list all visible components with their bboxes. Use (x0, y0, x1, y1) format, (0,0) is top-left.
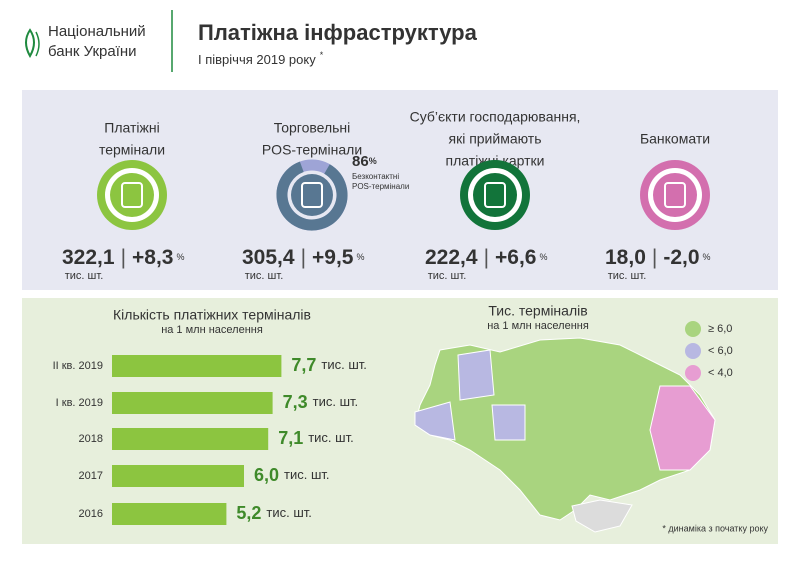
page-subtitle: І півріччя 2019 року * (198, 50, 324, 67)
kpi-value-line: 18,0 | -2,0% (605, 246, 711, 269)
category-label: І кв. 2019 (56, 397, 103, 409)
kpi-change-unit: % (357, 252, 365, 262)
bar-value-line: 5,2 тис. шт. (236, 503, 312, 523)
chart-title: Кількість платіжних терміналів (113, 307, 311, 323)
legend-label: ≥ 6,0 (708, 323, 732, 335)
kpi-separator: | (652, 246, 657, 269)
bar (112, 428, 269, 450)
footnote: * динаміка з початку року (662, 523, 768, 533)
map-region (491, 404, 526, 441)
bar-unit: тис. шт. (284, 467, 330, 482)
share-value: 86% (352, 153, 377, 170)
kpi-unit: тис. шт. (65, 270, 104, 282)
kpi-label: термінали (99, 142, 165, 158)
logo-emblem (25, 28, 40, 59)
kpi-change: +8,3 (132, 246, 173, 269)
icon-glyph (484, 182, 506, 208)
kpi-label: POS-термінали (262, 142, 362, 158)
map-region (414, 401, 456, 441)
kpi-unit: тис. шт. (428, 270, 467, 282)
legend-swatch (685, 365, 701, 381)
kpi-separator: | (484, 246, 489, 269)
legend-label: < 4,0 (708, 367, 733, 379)
category-label: ІІ кв. 2019 (53, 360, 103, 372)
icon-core (110, 173, 154, 217)
icon-core (473, 173, 517, 217)
bar (112, 392, 273, 414)
bar-unit: тис. шт. (308, 430, 354, 445)
kpi-change-unit: % (540, 252, 548, 262)
bar-unit: тис. шт. (266, 505, 312, 520)
subtitle-mark: * (320, 50, 324, 60)
bar-value-label: 6,0 (254, 465, 279, 485)
kpi-unit: тис. шт. (608, 270, 647, 282)
page-title: Платіжна інфраструктура (198, 20, 478, 45)
subtitle-text: І півріччя 2019 року (198, 52, 316, 67)
bar (112, 355, 282, 377)
kpi-value: 222,4 (425, 246, 478, 269)
kpi-label: Платіжні (104, 120, 159, 136)
kpi-change-unit: % (703, 252, 711, 262)
bar-value-label: 7,3 (283, 392, 308, 412)
kpi-label: Банкомати (640, 131, 710, 147)
kpi-value-line: 305,4 | +9,5% (242, 246, 365, 269)
logo-text: Національний (48, 23, 146, 40)
bar-value-label: 7,1 (278, 428, 303, 448)
bar-unit: тис. шт. (321, 357, 367, 372)
bar (112, 503, 227, 525)
bar-value-line: 7,7 тис. шт. (291, 355, 367, 375)
share-number: 86 (352, 153, 369, 170)
map-title: Тис. терміналів (488, 303, 587, 319)
kpi-separator: | (301, 246, 306, 269)
map-crimea (571, 499, 633, 533)
legend-label: < 6,0 (708, 345, 733, 357)
bar-unit: тис. шт. (313, 394, 359, 409)
kpi-label: які приймають (448, 131, 541, 147)
share-label: Безконтактні (352, 172, 399, 181)
icon-glyph (301, 182, 323, 208)
category-label: 2016 (79, 508, 103, 520)
bar (112, 465, 244, 487)
kpi-label: Суб’єкти господарювання, (410, 109, 581, 125)
kpi-value: 18,0 (605, 246, 646, 269)
kpi-value: 322,1 (62, 246, 115, 269)
kpi-value-line: 222,4 | +6,6% (425, 246, 548, 269)
icon-core (653, 173, 697, 217)
legend-swatch (685, 343, 701, 359)
bar-value-label: 7,7 (291, 355, 316, 375)
icon-glyph (664, 182, 686, 208)
kpi-separator: | (121, 246, 126, 269)
kpi-change: +9,5 (312, 246, 354, 269)
bar-value-line: 6,0 тис. шт. (254, 465, 330, 485)
share-unit: % (369, 156, 377, 166)
category-label: 2018 (79, 433, 103, 445)
bar-value-line: 7,1 тис. шт. (278, 428, 354, 448)
map-region (649, 385, 716, 471)
legend-swatch (685, 321, 701, 337)
kpi-unit: тис. шт. (245, 270, 284, 282)
map-subtitle: на 1 млн населення (487, 320, 589, 332)
bar-value-line: 7,3 тис. шт. (283, 392, 359, 412)
kpi-change: +6,6 (495, 246, 536, 269)
icon-core (291, 174, 333, 216)
bar-value-label: 5,2 (236, 503, 261, 523)
icon-glyph (121, 182, 143, 208)
kpi-change: -2,0 (663, 246, 699, 269)
logo-text: банк України (48, 43, 137, 60)
kpi-value-line: 322,1 | +8,3% (62, 246, 185, 269)
kpi-value: 305,4 (242, 246, 295, 269)
chart-subtitle: на 1 млн населення (161, 324, 263, 336)
kpi-label: Торговельні (274, 120, 351, 136)
kpi-change-unit: % (177, 252, 185, 262)
map-region (457, 349, 495, 401)
share-label: POS-термінали (352, 182, 409, 191)
category-label: 2017 (79, 470, 103, 482)
share-arc (276, 159, 348, 231)
